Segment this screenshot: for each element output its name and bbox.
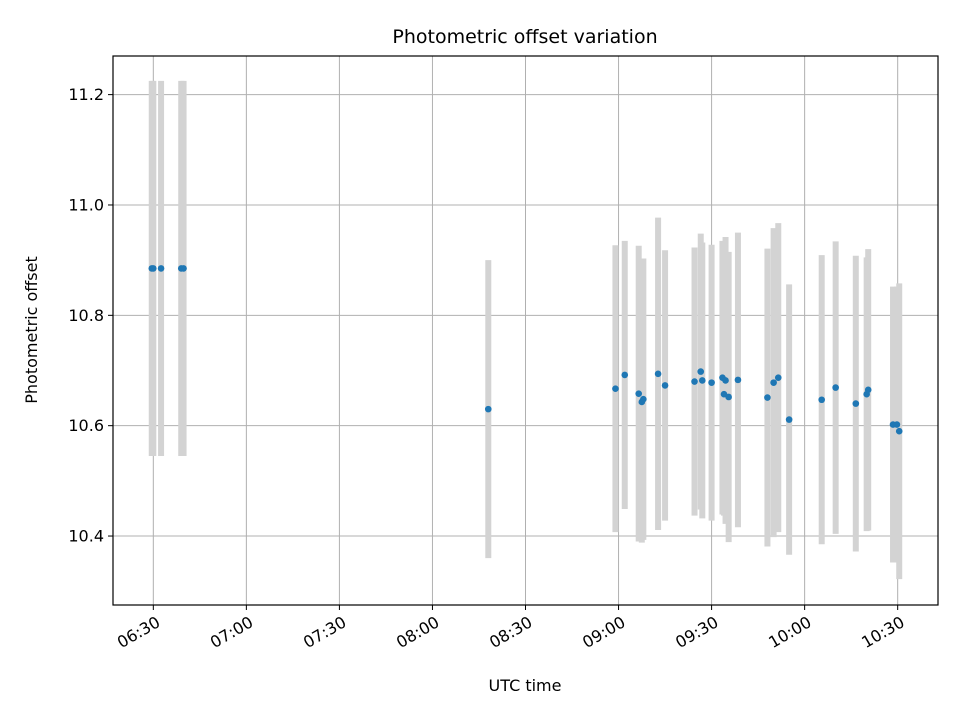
y-tick-label: 10.8 (68, 306, 104, 325)
data-point (697, 368, 705, 375)
data-point (708, 379, 715, 386)
data-point (864, 386, 872, 394)
data-point (774, 374, 782, 381)
data-point (612, 385, 619, 393)
data-point (157, 265, 165, 272)
data-point (621, 371, 629, 379)
data-point (661, 382, 669, 389)
x-axis-title: UTC time (489, 676, 562, 695)
data-point (654, 370, 662, 378)
data-point (852, 400, 860, 407)
y-tick-label: 11.2 (68, 85, 104, 104)
data-point (785, 416, 793, 423)
data-point (635, 390, 643, 397)
data-point (722, 377, 729, 384)
data-point (691, 378, 698, 385)
data-point (180, 265, 187, 272)
data-point (770, 379, 777, 386)
data-point (764, 394, 771, 401)
y-axis-title: Photometric offset (22, 256, 41, 404)
data-point (698, 377, 706, 384)
y-tick-label: 10.6 (68, 416, 104, 435)
data-point (484, 405, 492, 413)
point-layer (148, 265, 903, 435)
y-tick-label: 10.4 (68, 527, 104, 546)
data-point (725, 393, 732, 401)
data-point (734, 376, 742, 384)
grid-layer (113, 56, 938, 605)
y-tick-label: 11.0 (68, 195, 104, 214)
data-point (818, 396, 825, 404)
data-point (895, 427, 903, 435)
data-point (893, 421, 901, 428)
data-point (150, 265, 157, 272)
chart-title: Photometric offset variation (392, 26, 657, 48)
data-point (640, 395, 647, 403)
data-point (832, 384, 839, 391)
